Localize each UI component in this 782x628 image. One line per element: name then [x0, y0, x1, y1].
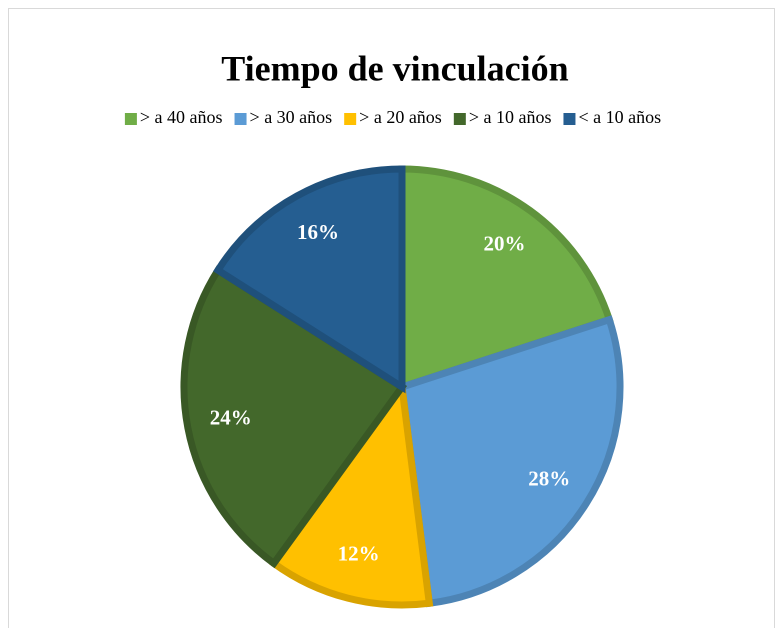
- legend-label: > a 20 años: [359, 107, 442, 127]
- pie-slice: [398, 165, 614, 392]
- legend-swatch: [234, 113, 247, 125]
- chart-title: Tiempo de vinculación: [221, 48, 568, 88]
- legend-label: > a 10 años: [469, 107, 552, 127]
- pie-slice: [180, 265, 408, 569]
- legend: > a 40 años > a 30 años > a 20 años > a 10 …: [124, 107, 661, 127]
- legend-label: > a 40 años: [140, 107, 223, 127]
- legend-label: > a 30 años: [250, 107, 333, 127]
- legend-item: < a 10 años: [563, 107, 661, 127]
- pie-slice: [268, 377, 434, 609]
- data-label: 20%: [484, 232, 526, 256]
- legend-item: > a 30 años: [234, 107, 333, 127]
- data-label: 16%: [297, 220, 339, 244]
- data-label: 12%: [338, 542, 380, 566]
- pie: 20% 28% 12% 24% 16%: [180, 165, 624, 609]
- legend-item: > a 40 años: [124, 107, 223, 127]
- legend-item: > a 20 años: [344, 107, 442, 127]
- legend-swatch: [124, 113, 137, 125]
- legend-item: > a 10 años: [453, 107, 552, 127]
- pie-slice: [398, 315, 624, 608]
- data-label: 24%: [210, 405, 252, 429]
- data-label: 28%: [528, 466, 570, 490]
- legend-swatch: [563, 113, 576, 125]
- legend-swatch: [344, 113, 357, 125]
- legend-swatch: [453, 113, 466, 125]
- pie-slice: [213, 165, 406, 394]
- legend-label: < a 10 años: [578, 107, 661, 127]
